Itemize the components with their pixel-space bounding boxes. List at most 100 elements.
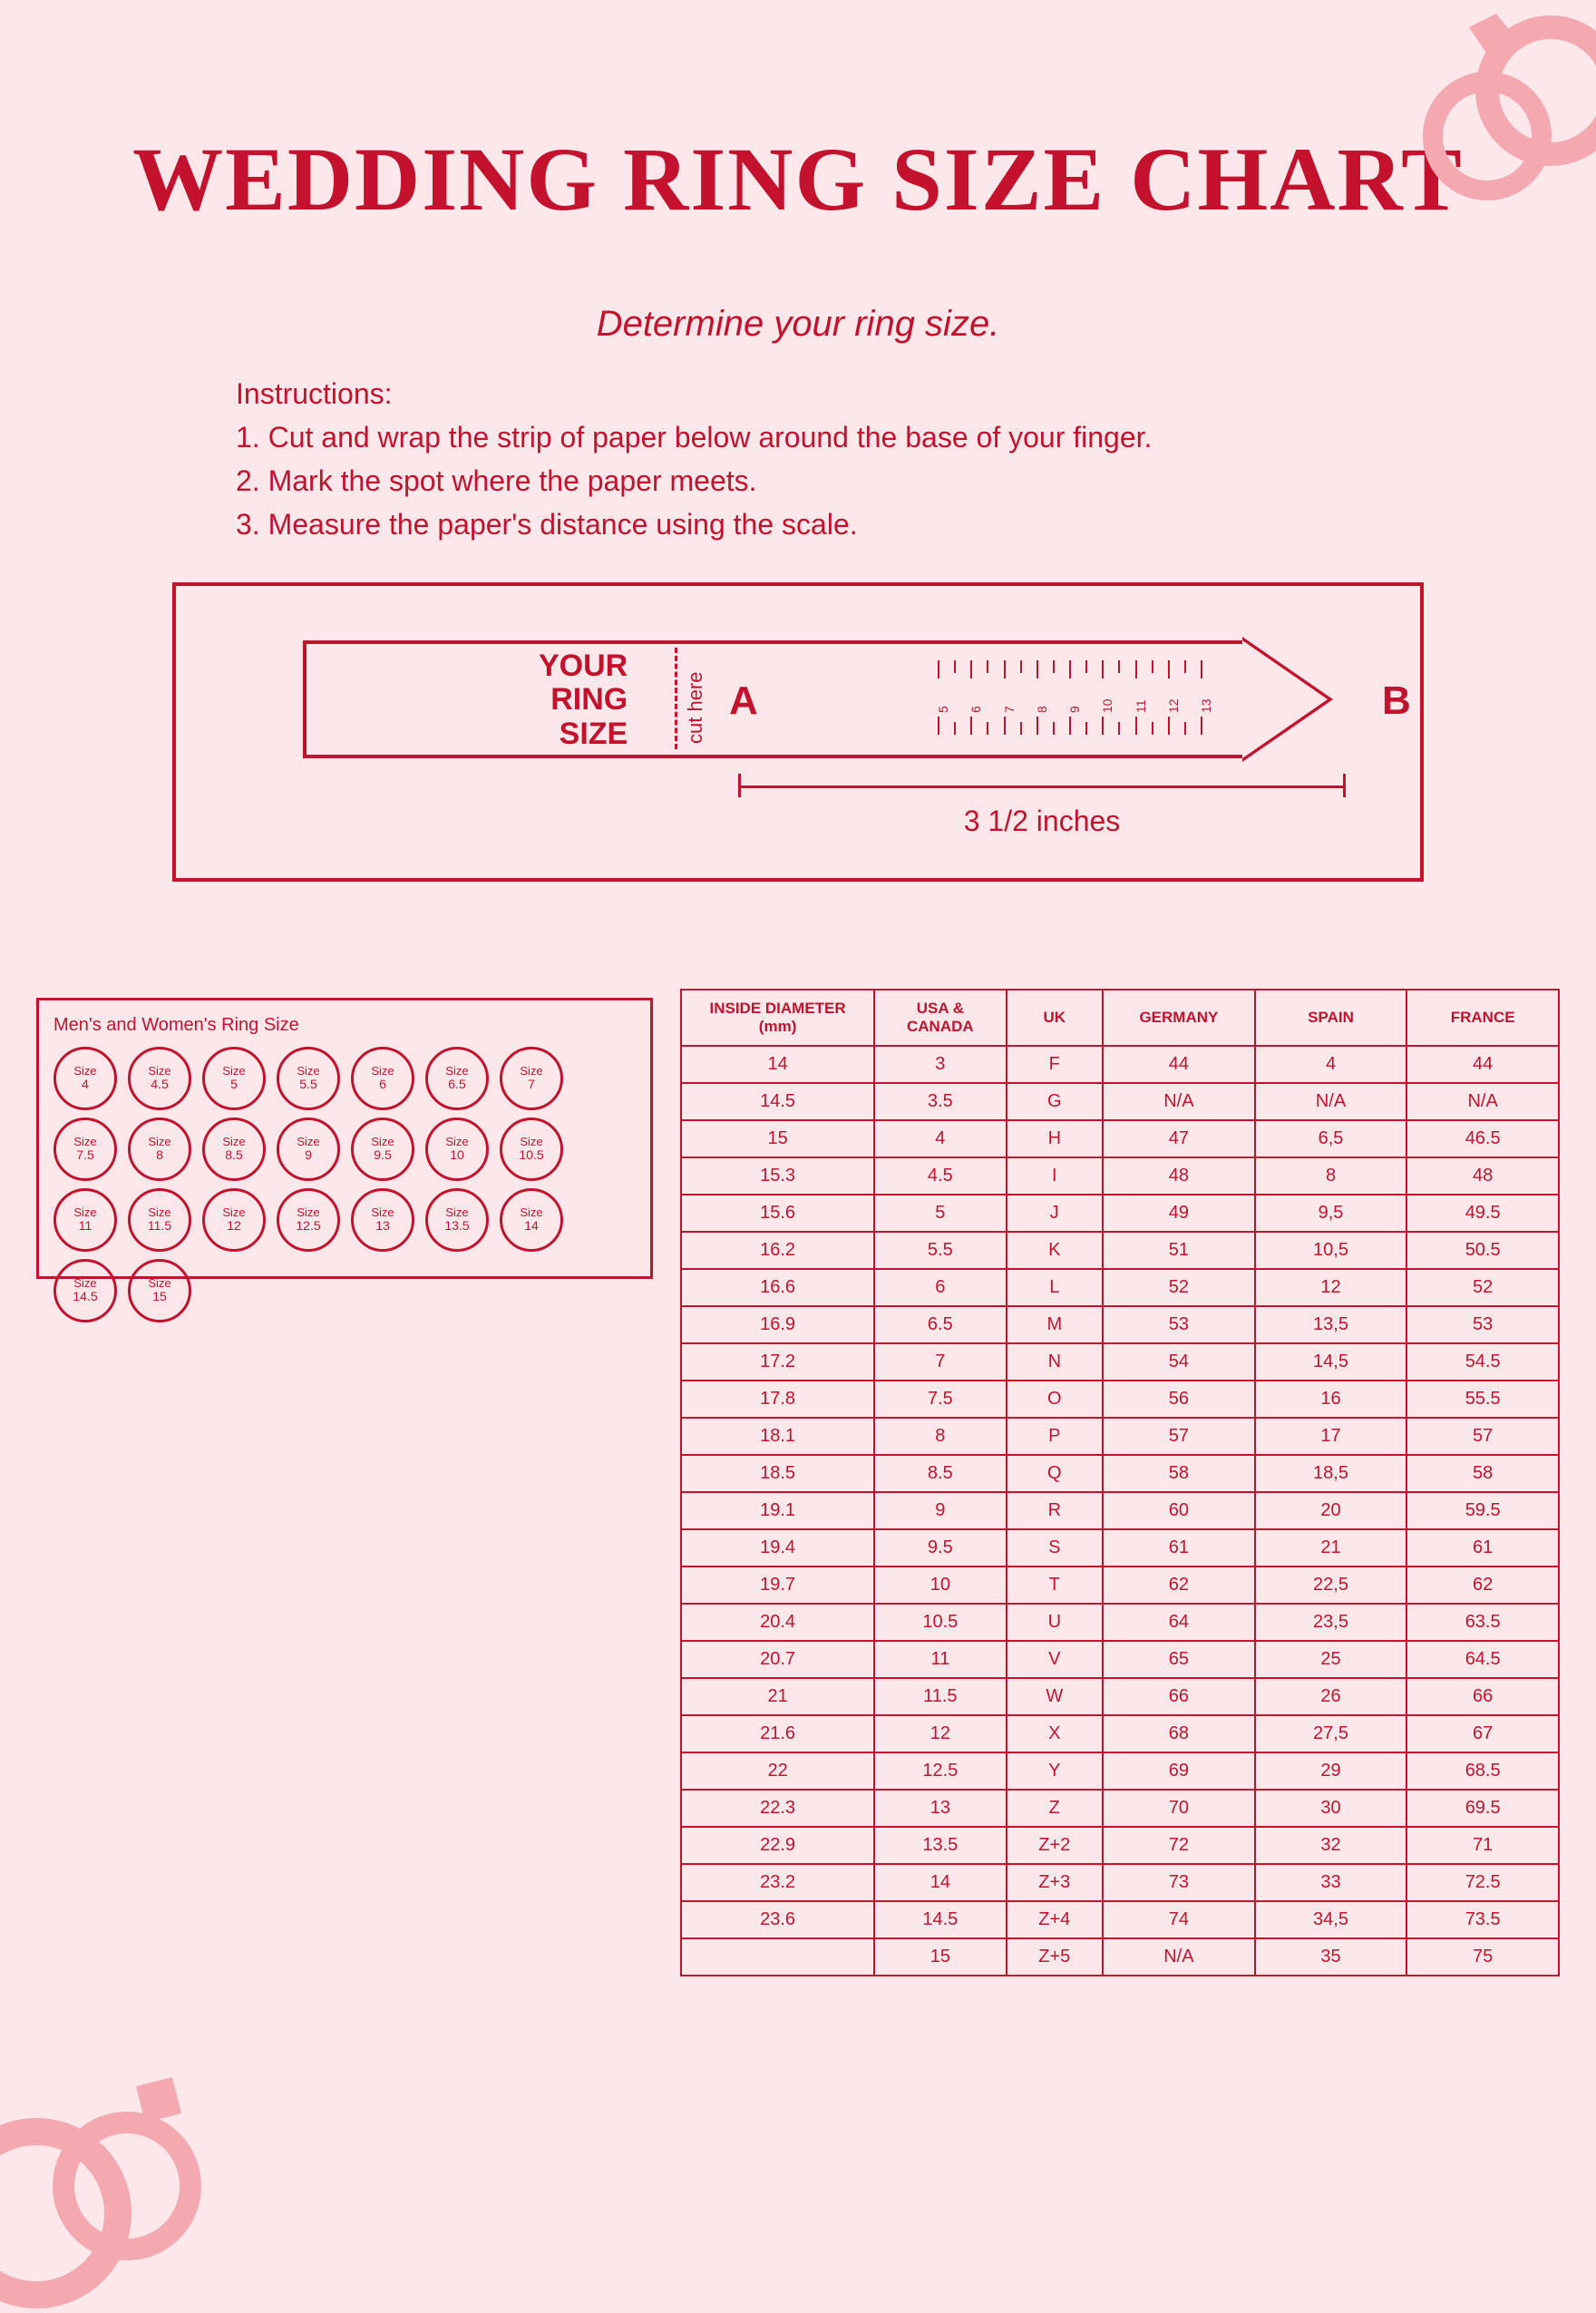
table-cell: 35 [1255, 1938, 1407, 1976]
table-cell: 10,5 [1255, 1232, 1407, 1269]
table-cell: 26 [1255, 1678, 1407, 1715]
ring-size-circle: Size8 [128, 1117, 191, 1181]
table-cell: 63.5 [1406, 1604, 1559, 1641]
table-cell: 75 [1406, 1938, 1559, 1976]
table-cell: G [1007, 1083, 1104, 1120]
table-cell: 46.5 [1406, 1120, 1559, 1157]
table-cell: 10 [874, 1566, 1006, 1604]
table-cell: 11 [874, 1641, 1006, 1678]
table-cell [681, 1938, 874, 1976]
table-cell: 69.5 [1406, 1790, 1559, 1827]
sizer-box: YOURRINGSIZE cut here A B 5678910111213 … [172, 582, 1424, 882]
table-cell: 18,5 [1255, 1455, 1407, 1492]
table-row: 15Z+5N/A3575 [681, 1938, 1559, 1976]
table-cell: 20.4 [681, 1604, 874, 1641]
table-cell: 17.2 [681, 1343, 874, 1381]
ring-size-circle: Size10 [425, 1117, 489, 1181]
table-cell: 16.2 [681, 1232, 874, 1269]
ring-decoration-top-right [1396, 0, 1596, 218]
table-cell: 15.6 [681, 1195, 874, 1232]
table-cell: 4.5 [874, 1157, 1006, 1195]
circles-title: Men's and Women's Ring Size [54, 1015, 636, 1036]
table-row: 18.18P571757 [681, 1418, 1559, 1455]
table-cell: 13,5 [1255, 1306, 1407, 1343]
table-cell: Z+4 [1007, 1901, 1104, 1938]
table-cell: 62 [1406, 1566, 1559, 1604]
table-cell: 18.1 [681, 1418, 874, 1455]
ring-size-circle: Size12 [202, 1188, 266, 1252]
table-cell: 9.5 [874, 1529, 1006, 1566]
table-cell: 68.5 [1406, 1752, 1559, 1790]
table-cell: 13.5 [874, 1827, 1006, 1864]
table-cell: 72 [1103, 1827, 1255, 1864]
table-cell: 9,5 [1255, 1195, 1407, 1232]
table-cell: 23.2 [681, 1864, 874, 1901]
table-cell: 14.5 [681, 1083, 874, 1120]
table-cell: 6 [874, 1269, 1006, 1306]
instructions-label: Instructions: [236, 372, 1596, 415]
table-cell: 57 [1103, 1418, 1255, 1455]
ring-size-circle: Size6.5 [425, 1047, 489, 1110]
table-row: 19.49.5S612161 [681, 1529, 1559, 1566]
table-cell: 71 [1406, 1827, 1559, 1864]
table-cell: 8 [1255, 1157, 1407, 1195]
table-cell: 15 [874, 1938, 1006, 1976]
table-cell: L [1007, 1269, 1104, 1306]
table-row: 16.66L521252 [681, 1269, 1559, 1306]
ring-size-circle: Size9.5 [351, 1117, 414, 1181]
table-cell: 20 [1255, 1492, 1407, 1529]
your-ring-size-label: YOURRINGSIZE [539, 649, 628, 751]
table-cell: 56 [1103, 1381, 1255, 1418]
table-cell: 12 [1255, 1269, 1407, 1306]
ring-size-circle: Size5 [202, 1047, 266, 1110]
table-cell: M [1007, 1306, 1104, 1343]
table-cell: 58 [1103, 1455, 1255, 1492]
table-cell: 67 [1406, 1715, 1559, 1752]
table-row: 15.65J499,549.5 [681, 1195, 1559, 1232]
table-cell: X [1007, 1715, 1104, 1752]
instruction-line: 3. Measure the paper's distance using th… [236, 503, 1596, 546]
table-cell: 5.5 [874, 1232, 1006, 1269]
table-row: 23.214Z+3733372.5 [681, 1864, 1559, 1901]
table-cell: 9 [874, 1492, 1006, 1529]
table-cell: 17 [1255, 1418, 1407, 1455]
table-cell: 19.4 [681, 1529, 874, 1566]
ring-size-circle: Size7.5 [54, 1117, 117, 1181]
table-cell: 52 [1103, 1269, 1255, 1306]
ring-size-circle: Size14 [500, 1188, 563, 1252]
table-cell: 57 [1406, 1418, 1559, 1455]
table-cell: Z+5 [1007, 1938, 1104, 1976]
table-cell: 55.5 [1406, 1381, 1559, 1418]
table-cell: 19.1 [681, 1492, 874, 1529]
table-cell: 48 [1406, 1157, 1559, 1195]
table-cell: 20.7 [681, 1641, 874, 1678]
table-cell: 50.5 [1406, 1232, 1559, 1269]
ring-size-circle: Size12.5 [277, 1188, 340, 1252]
table-cell: 47 [1103, 1120, 1255, 1157]
table-cell: Q [1007, 1455, 1104, 1492]
table-cell: 16 [1255, 1381, 1407, 1418]
table-row: 16.96.5M5313,553 [681, 1306, 1559, 1343]
instructions-block: Instructions: 1. Cut and wrap the strip … [236, 372, 1596, 546]
table-cell: 7 [874, 1343, 1006, 1381]
page-title: WEDDING RING SIZE CHART [0, 0, 1596, 231]
table-cell: 60 [1103, 1492, 1255, 1529]
table-cell: 16.9 [681, 1306, 874, 1343]
ring-size-circle: Size6 [351, 1047, 414, 1110]
table-cell: 18.5 [681, 1455, 874, 1492]
table-cell: 19.7 [681, 1566, 874, 1604]
table-cell: 25 [1255, 1641, 1407, 1678]
table-cell: 21 [681, 1678, 874, 1715]
table-cell: 61 [1103, 1529, 1255, 1566]
table-row: 17.27N5414,554.5 [681, 1343, 1559, 1381]
scale-bar: 3 1/2 inches [738, 786, 1346, 838]
table-row: 20.711V652564.5 [681, 1641, 1559, 1678]
table-cell: 6,5 [1255, 1120, 1407, 1157]
table-row: 17.87.5O561655.5 [681, 1381, 1559, 1418]
marker-a: A [729, 678, 758, 724]
table-cell: 4 [874, 1120, 1006, 1157]
instruction-line: 1. Cut and wrap the strip of paper below… [236, 415, 1596, 459]
table-cell: W [1007, 1678, 1104, 1715]
ring-decoration-bottom-left [0, 2023, 236, 2313]
table-header: USA &CANADA [874, 990, 1006, 1046]
